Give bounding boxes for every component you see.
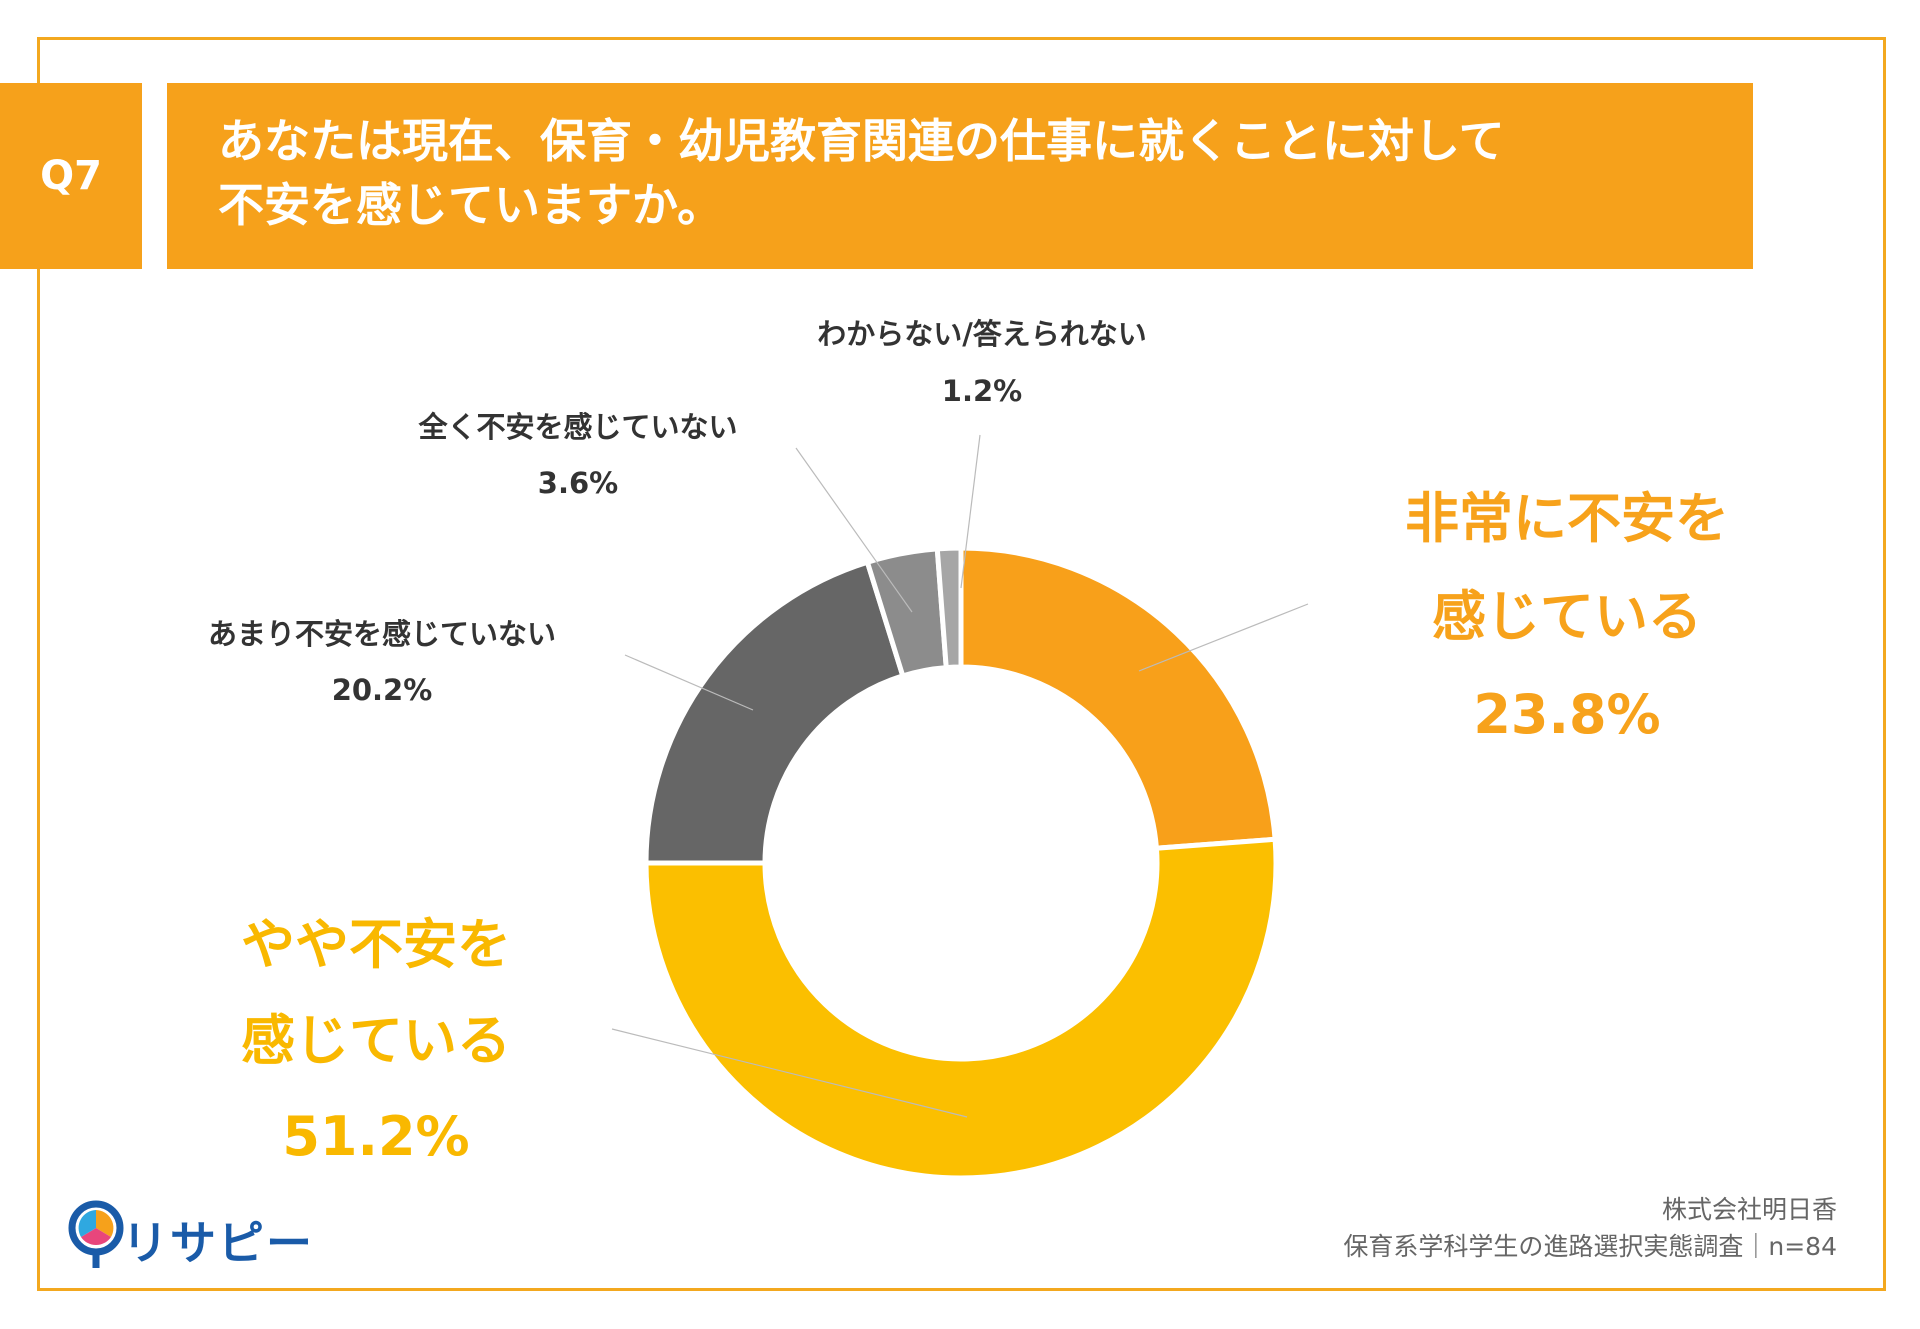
logo: リサピー xyxy=(122,1216,314,1270)
leader-line xyxy=(1138,603,1309,672)
donut-slice xyxy=(643,559,906,866)
percent-label: 3.6% xyxy=(537,466,619,500)
slice-label: やや不安を感じている 51.2% xyxy=(233,897,519,1185)
donut-slice xyxy=(934,545,964,671)
percent-label: 1.2% xyxy=(941,374,1023,408)
category-name: 非常に不安を感じている xyxy=(1405,487,1729,648)
leader-line xyxy=(624,654,754,711)
footer-company: 株式会社明日香 xyxy=(1661,1195,1837,1224)
title-bar: あなたは現在、保育・幼児教育関連の仕事に就くことに対して 不安を感じていますか。 xyxy=(167,83,1753,269)
leader-line xyxy=(795,447,913,613)
percent-label: 23.8% xyxy=(1473,683,1661,746)
question-number: Q7 xyxy=(0,83,142,269)
title-line: 不安を感じていますか。 xyxy=(218,178,724,232)
category-name: やや不安を感じている xyxy=(241,913,511,1072)
donut-slice xyxy=(958,545,1278,851)
footer-survey: 保育系学科学生の進路選択実態調査｜n=84 xyxy=(1343,1232,1837,1261)
percent-label: 51.2% xyxy=(282,1105,470,1168)
leader-line xyxy=(611,1028,968,1118)
logo-icon xyxy=(68,1200,124,1268)
title-line: あなたは現在、保育・幼児教育関連の仕事に就くことに対して xyxy=(218,114,1505,168)
donut-slice xyxy=(643,836,1279,1181)
frame xyxy=(37,37,1886,1291)
category-name: わからない/答えられない xyxy=(817,317,1147,351)
leader-line xyxy=(960,434,981,589)
slice-label: 全く不安を感じていない 3.6% xyxy=(390,399,767,511)
category-name: あまり不安を感じていない xyxy=(207,617,556,651)
slice-label: わからない/答えられない 1.2% xyxy=(794,306,1171,420)
category-name: 全く不安を感じていない xyxy=(418,410,738,444)
percent-label: 20.2% xyxy=(331,673,433,707)
slice-label: あまり不安を感じていない 20.2% xyxy=(194,606,571,718)
slice-label: 非常に不安を感じている 23.8% xyxy=(1397,470,1737,764)
